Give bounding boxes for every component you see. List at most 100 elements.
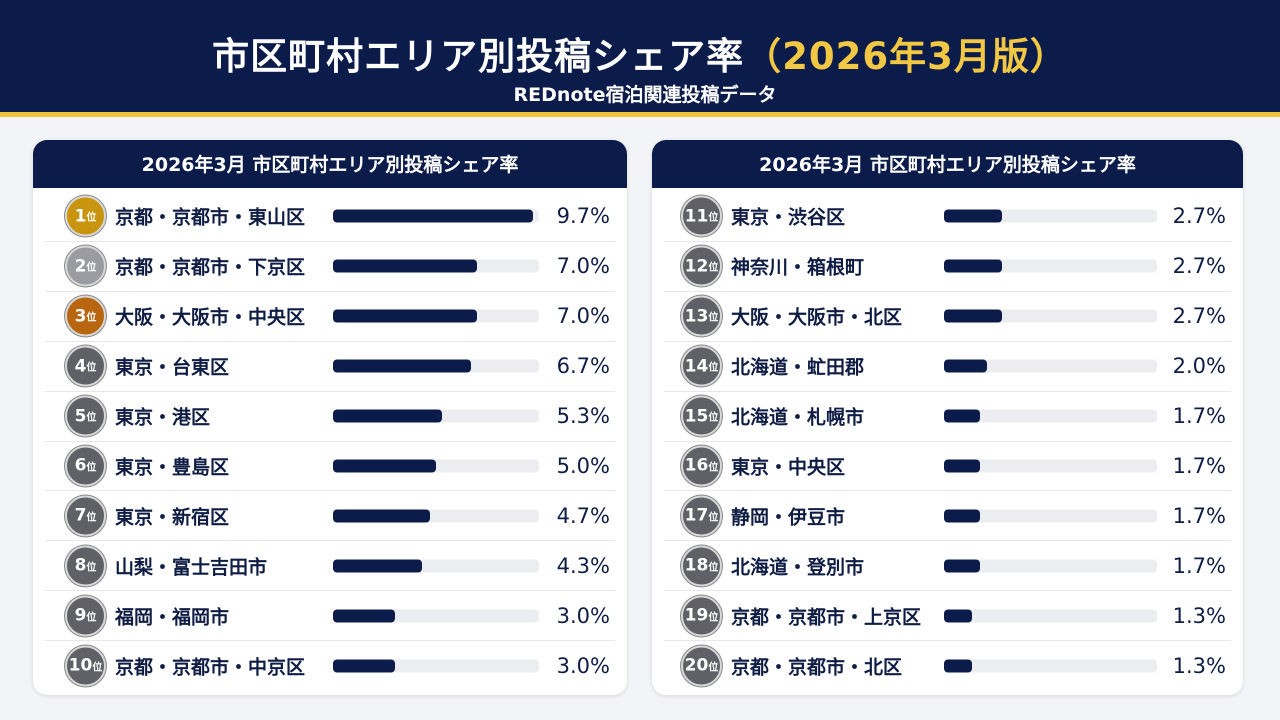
bar-fill <box>333 309 478 323</box>
rank-suffix: 位 <box>86 362 97 374</box>
rank-badge: 18 位 <box>681 545 722 587</box>
rank-number: 12 <box>684 256 709 277</box>
rank-suffix: 位 <box>86 612 97 624</box>
value-label: 2.7% <box>1172 204 1226 229</box>
rank-badge: 16 位 <box>681 445 722 487</box>
panel-title: 2026年3月 市区町村エリア別投稿シェア率 <box>652 140 1243 188</box>
value-label: 7.0% <box>556 304 610 329</box>
rank-badge: 20 位 <box>681 645 722 687</box>
rank-badge: 11 位 <box>681 195 722 237</box>
bar-track <box>333 409 539 423</box>
bar-fill <box>333 409 443 423</box>
rank-number: 11 <box>684 206 709 227</box>
bar-fill <box>333 209 533 223</box>
bar-track <box>944 409 1157 423</box>
table-row: 14 位 北海道・虻田郡 2.0% <box>664 342 1231 392</box>
bar-fill <box>944 609 972 623</box>
rank-suffix: 位 <box>708 662 719 674</box>
value-label: 1.7% <box>1172 553 1226 578</box>
value-label: 1.7% <box>1172 404 1226 429</box>
value-label: 3.0% <box>556 603 610 628</box>
bar-fill <box>944 509 981 523</box>
rank-badge: 12 位 <box>681 245 722 287</box>
bar-track <box>333 209 539 223</box>
bar-fill <box>333 559 422 573</box>
bar-fill <box>944 409 981 423</box>
bar-fill <box>944 359 987 373</box>
rank-suffix: 位 <box>86 412 97 424</box>
rank-number: 20 <box>684 655 709 676</box>
rank-number: 9 <box>74 605 87 626</box>
rank-suffix: 位 <box>86 212 97 224</box>
rank-number: 10 <box>68 655 93 676</box>
area-label: 東京・渋谷区 <box>731 206 846 229</box>
bar-fill <box>944 559 981 573</box>
bar-fill <box>944 259 1002 273</box>
rank-suffix: 位 <box>86 312 97 324</box>
area-label: 大阪・大阪市・北区 <box>731 306 903 329</box>
rank-suffix: 位 <box>86 262 97 274</box>
area-label: 福岡・福岡市 <box>115 606 230 629</box>
bar-fill <box>333 359 472 373</box>
page-subtitle: REDnote宿泊関連投稿データ <box>513 84 777 106</box>
rank-number: 4 <box>74 356 87 377</box>
rank-suffix: 位 <box>708 612 719 624</box>
area-label: 静岡・伊豆市 <box>731 506 846 529</box>
area-label: 京都・京都市・中京区 <box>115 656 306 679</box>
area-label: 北海道・登別市 <box>731 556 865 579</box>
rank-suffix: 位 <box>92 662 103 674</box>
table-row: 11 位 東京・渋谷区 2.7% <box>664 192 1231 242</box>
area-label: 京都・京都市・下京区 <box>115 256 306 279</box>
rank-suffix: 位 <box>708 462 719 474</box>
rank-suffix: 位 <box>708 312 719 324</box>
bar-fill <box>333 609 395 623</box>
table-row: 19 位 京都・京都市・上京区 1.3% <box>664 591 1231 642</box>
value-label: 9.7% <box>556 204 610 229</box>
bar-fill <box>333 459 436 473</box>
bar-track <box>944 659 1157 673</box>
bar-track <box>333 359 539 373</box>
bar-track <box>944 259 1157 273</box>
rank-number: 14 <box>684 356 709 377</box>
value-label: 6.7% <box>556 354 610 379</box>
bar-fill <box>944 209 1002 223</box>
table-row: 17 位 静岡・伊豆市 1.7% <box>664 491 1231 542</box>
table-row: 16 位 東京・中央区 1.7% <box>664 442 1231 492</box>
value-label: 5.0% <box>556 453 610 478</box>
value-label: 7.0% <box>556 254 610 279</box>
bar-fill <box>944 459 981 473</box>
rank-number: 15 <box>684 406 709 427</box>
area-label: 北海道・札幌市 <box>731 406 865 429</box>
value-label: 2.7% <box>1172 254 1226 279</box>
rank-number: 7 <box>74 505 87 526</box>
rank-number: 18 <box>684 555 709 576</box>
rank-badge: 13 位 <box>681 295 722 337</box>
bar-track <box>944 559 1157 573</box>
area-label: 神奈川・箱根町 <box>731 256 865 279</box>
table-row: 12 位 神奈川・箱根町 2.7% <box>664 242 1231 292</box>
rank-number: 8 <box>74 555 87 576</box>
rank-number: 2 <box>74 256 87 277</box>
panel-title: 2026年3月 市区町村エリア別投稿シェア率 <box>33 140 627 188</box>
bar-track <box>333 309 539 323</box>
rank-suffix: 位 <box>708 562 719 574</box>
bar-track <box>333 609 539 623</box>
value-label: 1.3% <box>1172 653 1226 678</box>
rank-suffix: 位 <box>708 412 719 424</box>
title-highlight: （2026年3月版） <box>744 35 1068 78</box>
rank-suffix: 位 <box>86 562 97 574</box>
bar-track <box>944 509 1157 523</box>
area-label: 大阪・大阪市・中央区 <box>115 306 306 329</box>
bar-track <box>333 509 539 523</box>
rank-badge: 15 位 <box>681 395 722 437</box>
bar-track <box>944 209 1157 223</box>
